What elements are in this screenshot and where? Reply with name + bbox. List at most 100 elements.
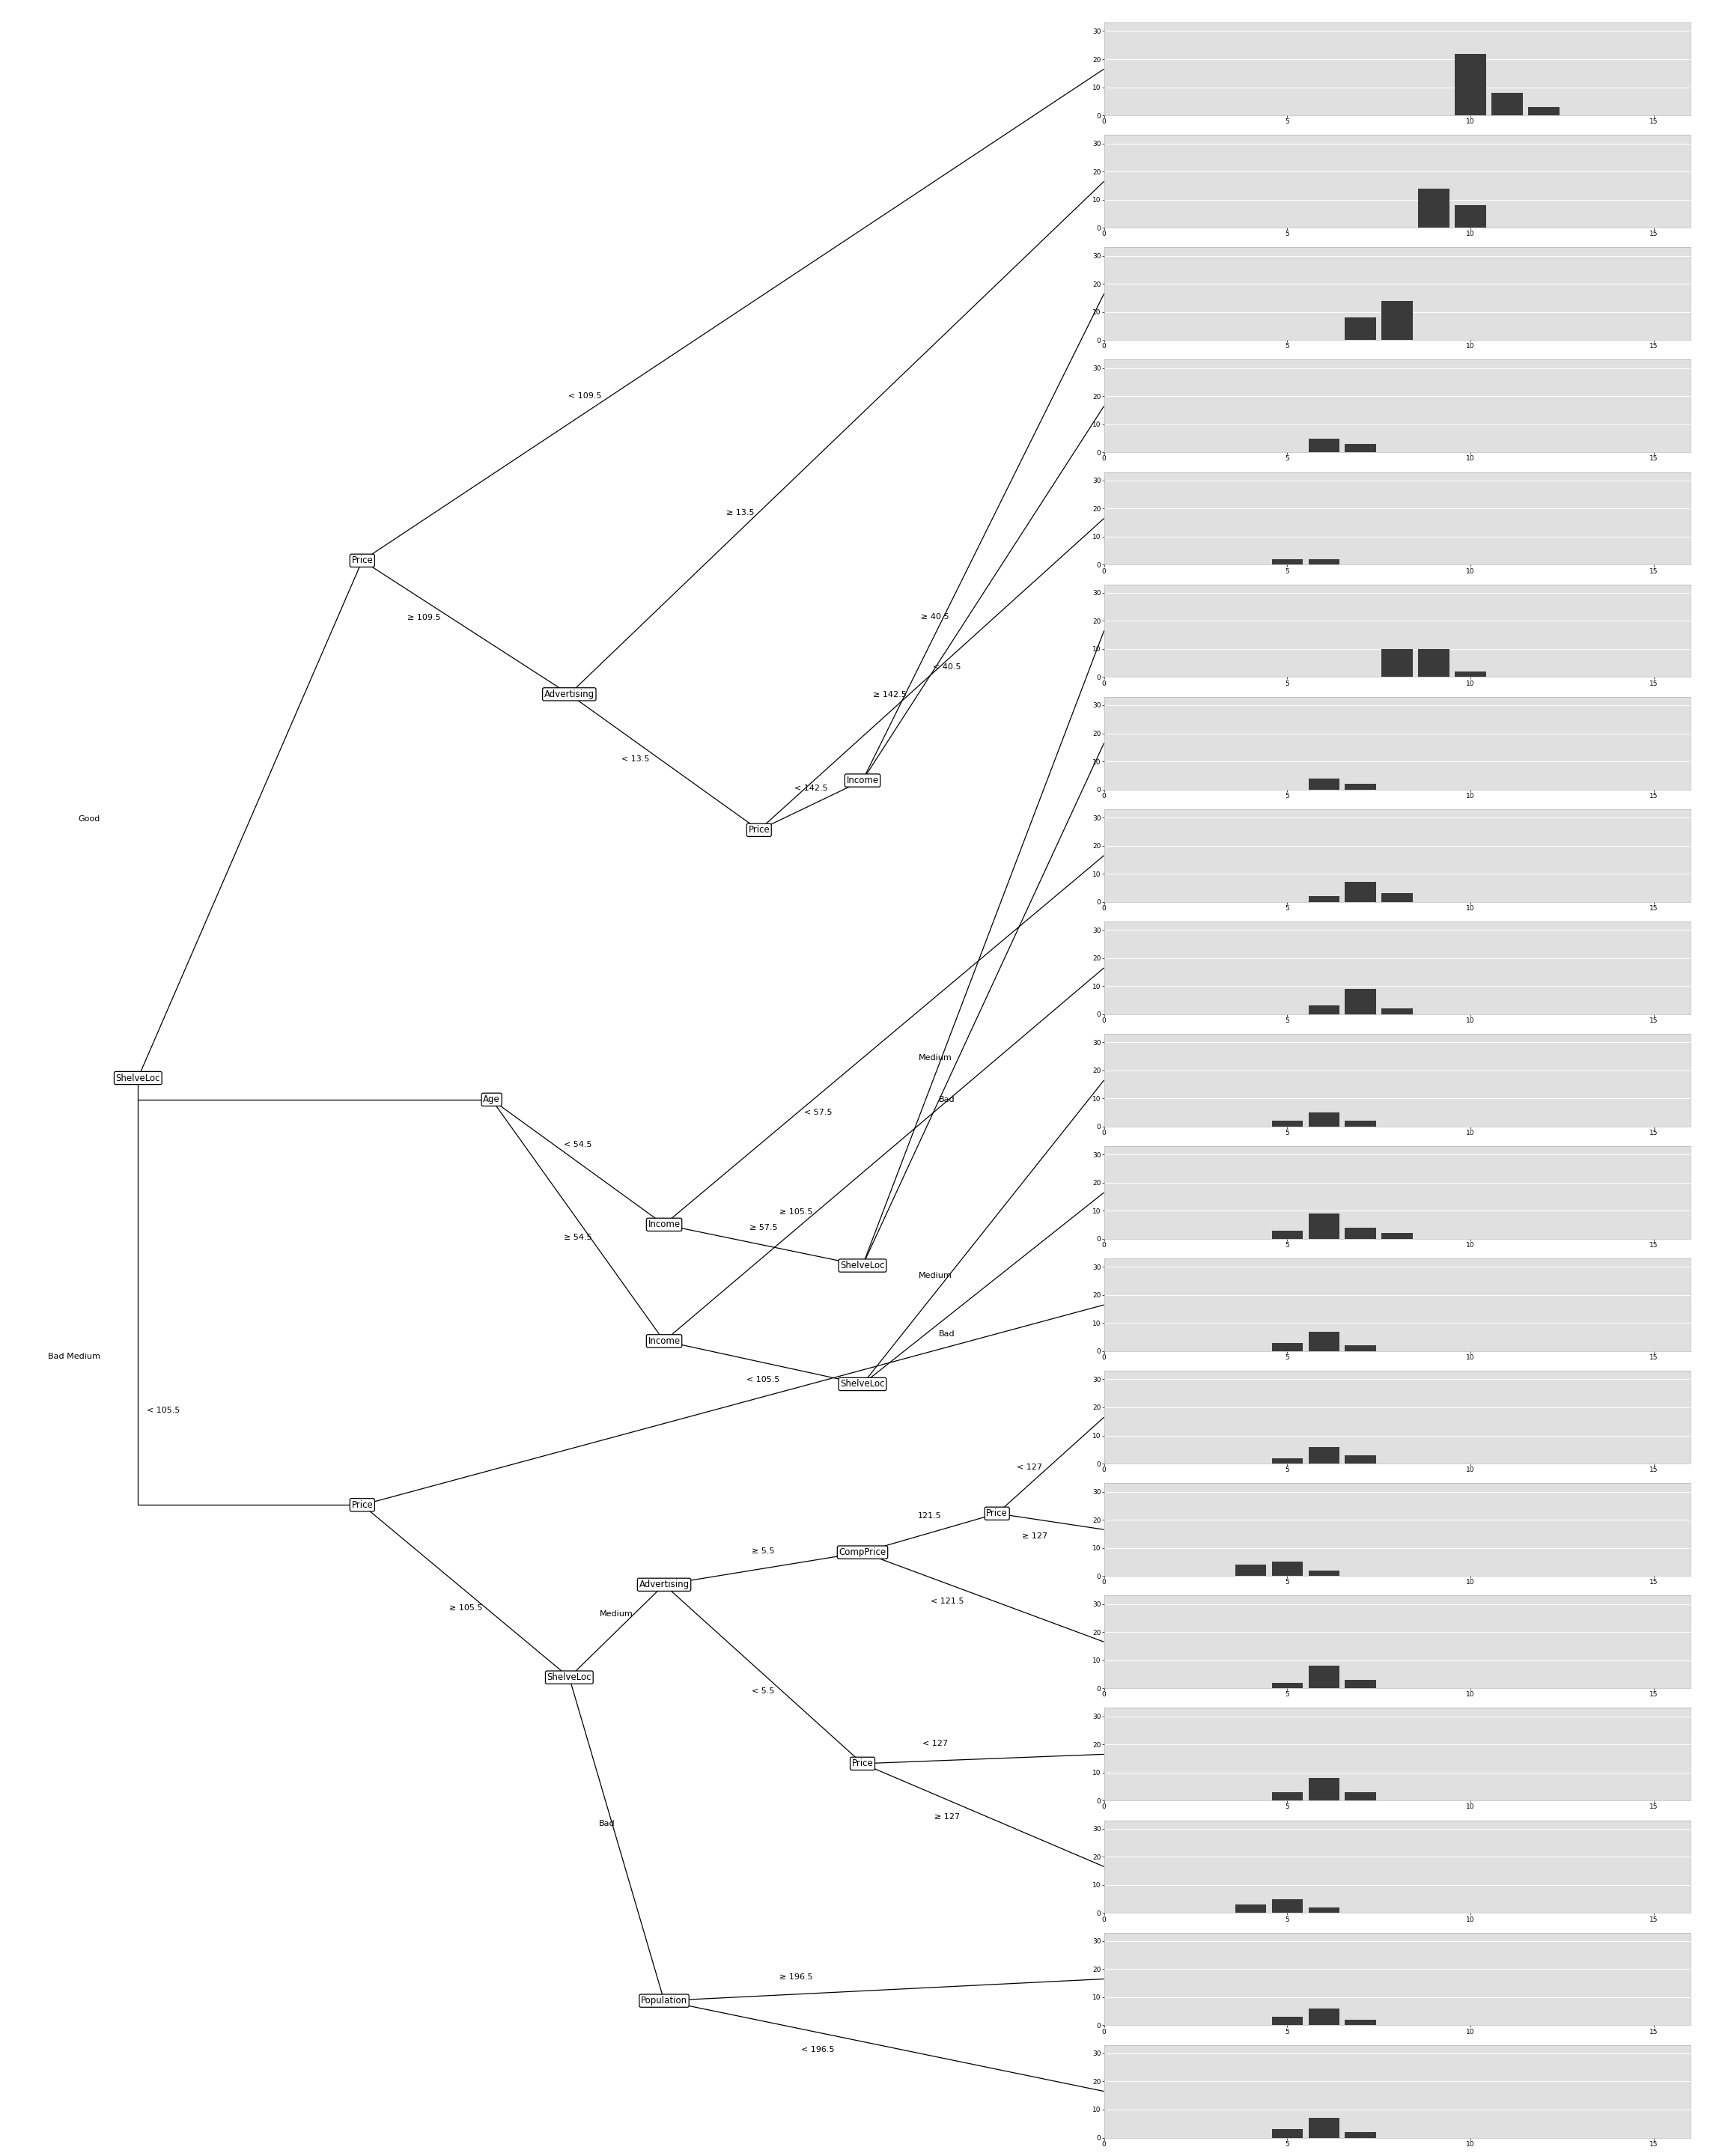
Bar xyxy=(1346,785,1377,789)
Text: ≥ 40.5: ≥ 40.5 xyxy=(921,614,949,621)
Text: ≥ 196.5: ≥ 196.5 xyxy=(780,1973,812,1981)
Bar xyxy=(1346,990,1377,1013)
Text: Price: Price xyxy=(749,826,769,834)
Bar xyxy=(1346,1792,1377,1800)
Bar xyxy=(1346,2132,1377,2139)
Bar xyxy=(1308,438,1340,453)
Text: ShelveLoc: ShelveLoc xyxy=(547,1673,592,1682)
Bar xyxy=(1418,188,1449,229)
Text: 121.5: 121.5 xyxy=(918,1511,942,1520)
Bar xyxy=(1382,300,1413,341)
Bar xyxy=(1271,558,1302,565)
Bar xyxy=(1382,649,1413,677)
Bar xyxy=(1418,649,1449,677)
Bar xyxy=(1271,1899,1302,1912)
Text: Income: Income xyxy=(847,776,878,785)
Bar xyxy=(1346,1121,1377,1125)
Text: < 57.5: < 57.5 xyxy=(804,1108,831,1117)
Bar xyxy=(1308,897,1340,901)
Text: Medium: Medium xyxy=(918,1272,952,1279)
Text: < 127: < 127 xyxy=(1016,1464,1042,1470)
Bar xyxy=(1271,1792,1302,1800)
Bar xyxy=(1308,1332,1340,1352)
Text: < 121.5: < 121.5 xyxy=(930,1598,964,1604)
Bar xyxy=(1308,1570,1340,1576)
Bar xyxy=(1346,444,1377,453)
Text: Income: Income xyxy=(649,1220,680,1229)
Text: ≥ 127: ≥ 127 xyxy=(1021,1533,1047,1539)
Bar xyxy=(1528,108,1559,114)
Text: < 54.5: < 54.5 xyxy=(564,1141,592,1149)
Text: Medium: Medium xyxy=(918,1054,952,1061)
Text: Population: Population xyxy=(642,1996,687,2005)
Text: ShelveLoc: ShelveLoc xyxy=(116,1074,160,1082)
Text: < 142.5: < 142.5 xyxy=(794,785,828,791)
Text: ≥ 105.5: ≥ 105.5 xyxy=(780,1207,812,1216)
Text: Bad: Bad xyxy=(938,1330,956,1339)
Bar xyxy=(1492,93,1523,114)
Bar xyxy=(1308,1779,1340,1800)
Bar xyxy=(1271,1231,1302,1240)
Bar xyxy=(1382,893,1413,901)
Bar xyxy=(1271,1561,1302,1576)
Text: < 127: < 127 xyxy=(923,1740,947,1746)
Bar xyxy=(1454,671,1487,677)
Bar xyxy=(1308,1112,1340,1125)
Bar xyxy=(1271,1457,1302,1464)
Bar xyxy=(1346,2020,1377,2024)
Bar xyxy=(1308,1908,1340,1912)
Text: ≥ 54.5: ≥ 54.5 xyxy=(564,1233,592,1242)
Bar xyxy=(1308,1214,1340,1240)
Text: ≥ 142.5: ≥ 142.5 xyxy=(873,690,907,699)
Text: Age: Age xyxy=(483,1095,500,1104)
Text: Advertising: Advertising xyxy=(543,690,595,699)
Bar xyxy=(1346,882,1377,901)
Text: < 13.5: < 13.5 xyxy=(621,755,650,763)
Bar xyxy=(1271,1121,1302,1125)
Text: ShelveLoc: ShelveLoc xyxy=(840,1261,885,1270)
Text: Bad: Bad xyxy=(938,1095,956,1104)
Text: CompPrice: CompPrice xyxy=(838,1548,887,1557)
Text: < 40.5: < 40.5 xyxy=(933,662,961,671)
Bar xyxy=(1308,2117,1340,2139)
Bar xyxy=(1382,1233,1413,1240)
Text: ≥ 13.5: ≥ 13.5 xyxy=(726,509,754,517)
Bar xyxy=(1271,1682,1302,1688)
Bar xyxy=(1235,1904,1266,1912)
Bar xyxy=(1346,1227,1377,1240)
Bar xyxy=(1308,778,1340,789)
Text: ≥ 5.5: ≥ 5.5 xyxy=(752,1548,775,1554)
Text: < 105.5: < 105.5 xyxy=(747,1376,780,1384)
Text: Advertising: Advertising xyxy=(638,1580,690,1589)
Bar xyxy=(1308,1447,1340,1464)
Text: ≥ 105.5: ≥ 105.5 xyxy=(448,1604,483,1613)
Text: ≥ 127: ≥ 127 xyxy=(935,1813,959,1820)
Bar xyxy=(1271,2130,1302,2139)
Text: < 5.5: < 5.5 xyxy=(752,1688,775,1695)
Bar xyxy=(1454,54,1487,114)
Text: Price: Price xyxy=(352,1501,373,1509)
Bar xyxy=(1346,1680,1377,1688)
Text: Price: Price xyxy=(352,556,373,565)
Text: Good: Good xyxy=(78,815,100,824)
Bar xyxy=(1308,558,1340,565)
Bar xyxy=(1271,2016,1302,2024)
Text: ShelveLoc: ShelveLoc xyxy=(840,1380,885,1388)
Text: Income: Income xyxy=(649,1337,680,1345)
Bar xyxy=(1308,1667,1340,1688)
Bar xyxy=(1346,1345,1377,1352)
Text: Price: Price xyxy=(987,1509,1007,1518)
Text: < 105.5: < 105.5 xyxy=(147,1406,179,1414)
Text: ≥ 109.5: ≥ 109.5 xyxy=(407,614,442,621)
Bar xyxy=(1346,1455,1377,1464)
Bar xyxy=(1346,317,1377,341)
Bar xyxy=(1308,1005,1340,1013)
Text: ≥ 57.5: ≥ 57.5 xyxy=(749,1225,778,1231)
Text: < 109.5: < 109.5 xyxy=(568,392,602,399)
Text: Price: Price xyxy=(852,1759,873,1768)
Bar xyxy=(1308,2009,1340,2024)
Bar xyxy=(1271,1343,1302,1352)
Bar xyxy=(1382,1009,1413,1013)
Text: Medium: Medium xyxy=(600,1611,633,1617)
Text: < 196.5: < 196.5 xyxy=(802,2046,835,2053)
